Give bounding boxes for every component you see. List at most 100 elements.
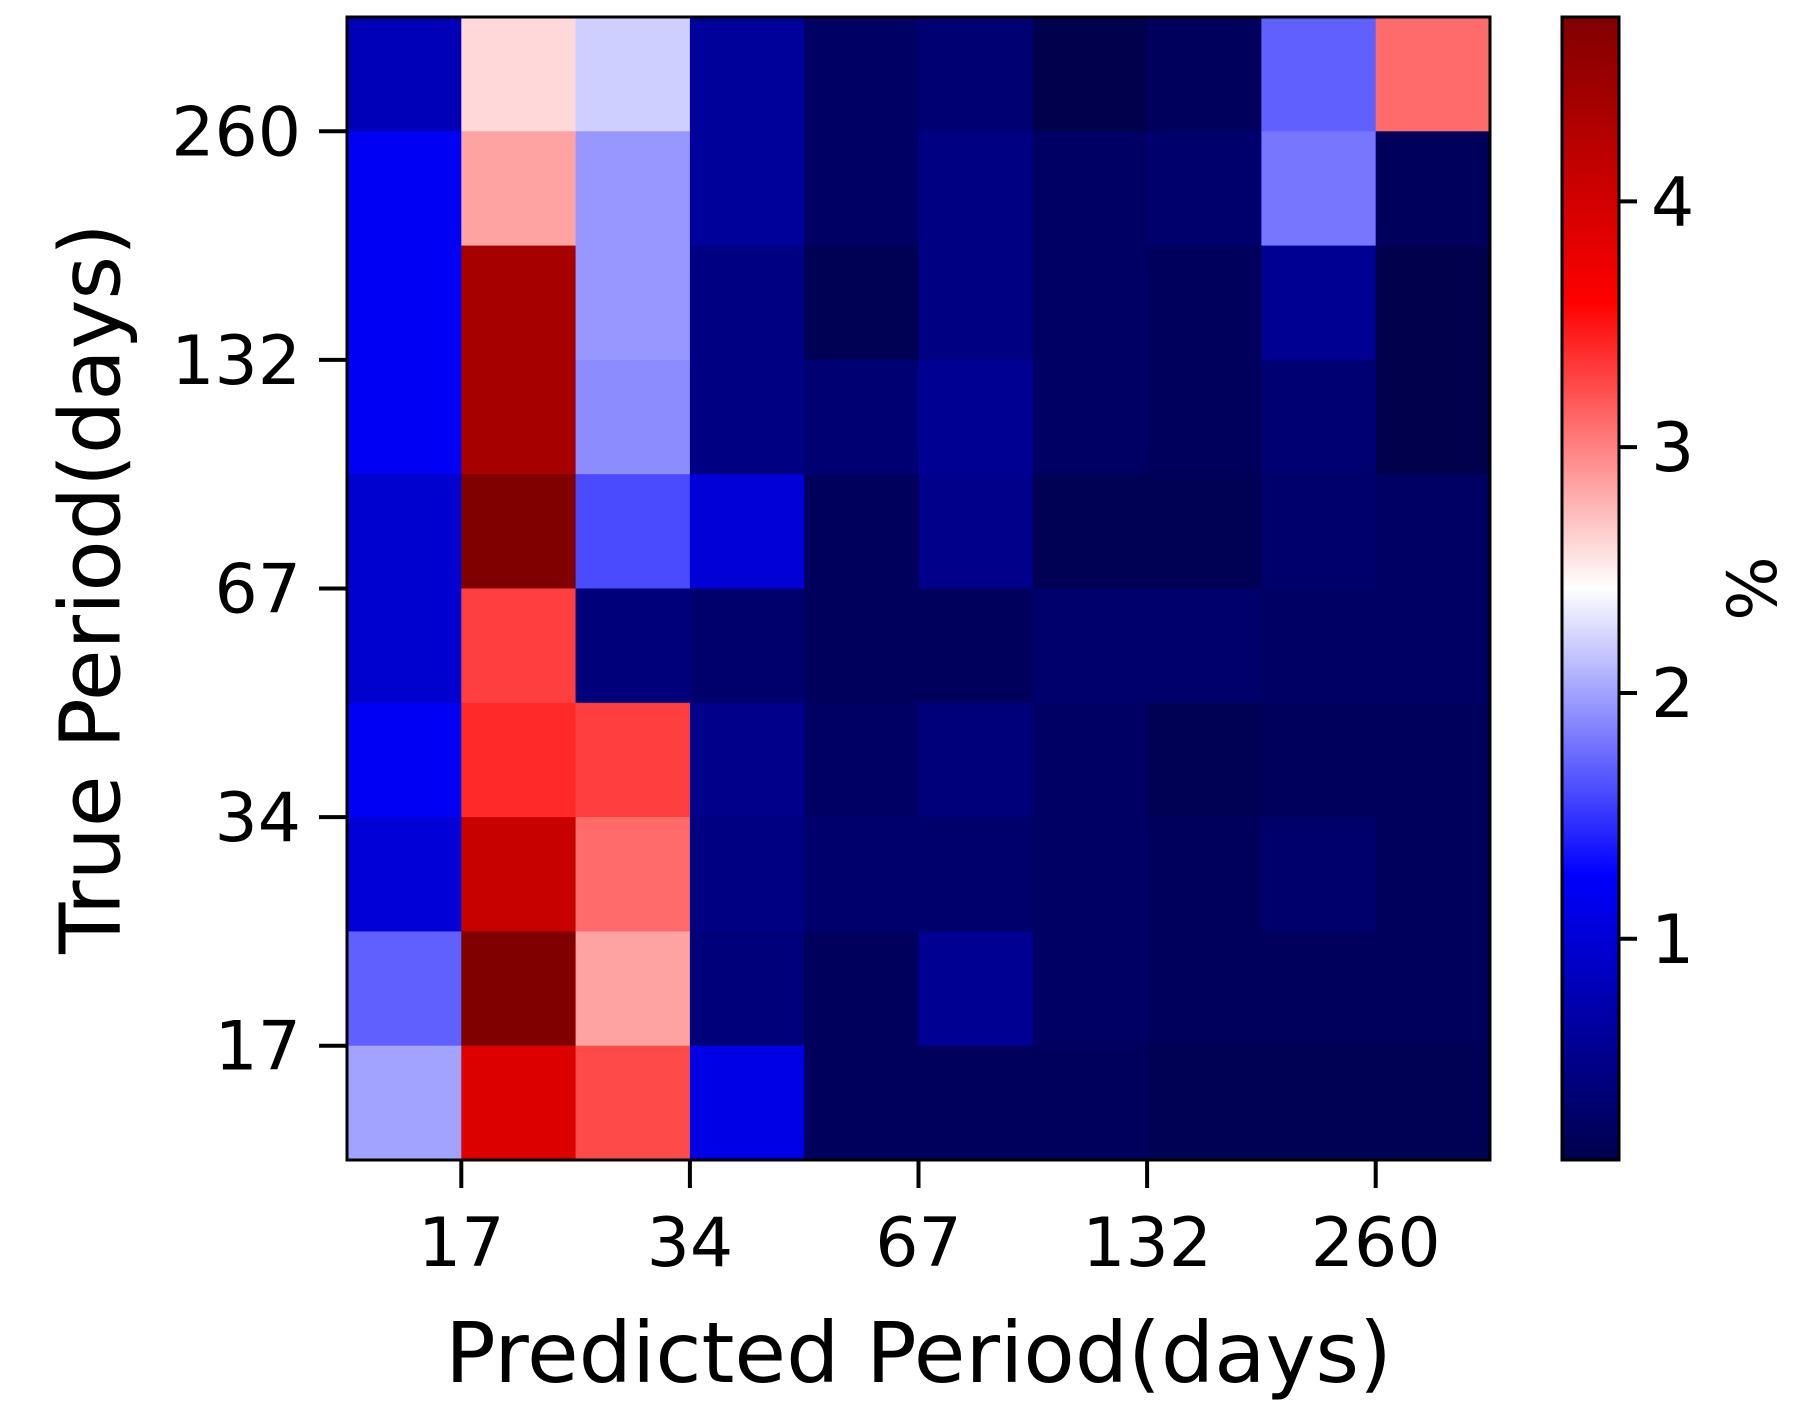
y-tick-label: 67 <box>214 551 301 630</box>
heatmap-cell <box>1147 817 1262 932</box>
x-tick-label: 67 <box>875 1204 962 1283</box>
heatmap-cell <box>1032 17 1148 132</box>
heatmap-cell <box>689 702 805 818</box>
heatmap-cell <box>347 931 462 1047</box>
heatmap-cell <box>1147 245 1262 361</box>
heatmap-cell <box>918 817 1034 932</box>
heatmap-cell <box>575 817 691 932</box>
heatmap-cell <box>804 359 920 475</box>
heatmap-cell <box>461 702 577 818</box>
heatmap-cell <box>1032 588 1148 704</box>
colorbar <box>1562 17 1619 1160</box>
heatmap-cell <box>1147 1045 1262 1161</box>
heatmap-cell <box>1032 245 1148 361</box>
heatmap-cell <box>575 131 691 247</box>
y-axis-ticks: 17 34 67 132 260 <box>171 93 347 1087</box>
heatmap-cell <box>1032 474 1148 590</box>
heatmap-cell <box>1375 588 1491 704</box>
heatmap-cell <box>689 245 805 361</box>
heatmap-cell <box>575 702 691 818</box>
y-tick-label: 17 <box>214 1008 301 1087</box>
heatmap-cell <box>689 1045 805 1161</box>
heatmap-cell <box>575 1045 691 1161</box>
heatmap-cell <box>575 588 691 704</box>
heatmap-cell <box>1261 17 1377 132</box>
heatmap-cell <box>347 359 462 475</box>
x-tick-label: 132 <box>1082 1204 1212 1283</box>
x-tick-label: 260 <box>1311 1204 1441 1283</box>
heatmap-cell <box>1032 702 1148 818</box>
heatmap-cell <box>689 17 805 132</box>
heatmap-cell <box>461 17 577 132</box>
colorbar-tick-label: 3 <box>1651 409 1694 488</box>
heatmap-cell <box>1261 245 1377 361</box>
heatmap-cell <box>1375 817 1491 932</box>
heatmap-cell <box>461 817 577 932</box>
colorbar-tick-label: 2 <box>1651 655 1694 734</box>
heatmap-cell <box>1261 817 1377 932</box>
y-tick-label: 34 <box>214 779 301 858</box>
heatmap-cell <box>918 474 1034 590</box>
heatmap-cell <box>1147 931 1262 1047</box>
heatmap-cell <box>1375 131 1491 247</box>
heatmap-cell <box>918 702 1034 818</box>
heatmap-cell <box>918 245 1034 361</box>
heatmap-cell <box>689 588 805 704</box>
heatmap-cell <box>804 817 920 932</box>
heatmap-cell <box>461 474 577 590</box>
heatmap-cell <box>1147 359 1262 475</box>
heatmap-cell <box>804 702 920 818</box>
y-axis-label: True Period(days) <box>41 223 139 955</box>
heatmap-cell <box>804 17 920 132</box>
heatmap-cell <box>1375 245 1491 361</box>
heatmap-cell <box>804 1045 920 1161</box>
heatmap-cell <box>1032 817 1148 932</box>
colorbar-frame <box>1560 15 1621 1162</box>
heatmap-cell <box>1147 131 1262 247</box>
heatmap-cell <box>918 17 1034 132</box>
heatmap-cell <box>461 588 577 704</box>
heatmap-cell <box>1261 1045 1377 1161</box>
heatmap-cell <box>804 474 920 590</box>
heatmap-cell <box>804 245 920 361</box>
x-axis-label: Predicted Period(days) <box>445 1304 1392 1402</box>
heatmap-cell <box>1261 588 1377 704</box>
heatmap-cell <box>1375 17 1491 132</box>
x-tick-label: 34 <box>647 1204 734 1283</box>
heatmap-cell <box>1261 931 1377 1047</box>
heatmap-cell <box>804 131 920 247</box>
heatmap-cell <box>689 931 805 1047</box>
heatmap-cell <box>804 588 920 704</box>
heatmap-cell <box>347 588 462 704</box>
heatmap-cell <box>575 17 691 132</box>
heatmap-cell <box>1147 474 1262 590</box>
heatmap-cell <box>575 474 691 590</box>
heatmap-cell <box>689 359 805 475</box>
heatmap-cell <box>689 131 805 247</box>
heatmap-cell <box>347 245 462 361</box>
heatmap-cell <box>575 931 691 1047</box>
heatmap-cell <box>461 359 577 475</box>
heatmap-cell <box>918 131 1034 247</box>
heatmap-cell <box>918 1045 1034 1161</box>
heatmap-cell <box>461 931 577 1047</box>
heatmap-cell <box>689 474 805 590</box>
heatmap-cell <box>347 817 462 932</box>
heatmap-cell <box>1261 131 1377 247</box>
heatmap-cell <box>918 588 1034 704</box>
heatmap-cell <box>347 1045 462 1161</box>
heatmap-cell <box>461 1045 577 1161</box>
heatmap-cell <box>918 931 1034 1047</box>
heatmap-cell <box>575 359 691 475</box>
colorbar-tick-label: 1 <box>1651 901 1694 980</box>
y-tick-label: 132 <box>171 322 301 401</box>
heatmap-cell <box>1032 1045 1148 1161</box>
heatmap-cell <box>1375 702 1491 818</box>
colorbar-tick-label: 4 <box>1651 163 1694 242</box>
heatmap-cell <box>1032 931 1148 1047</box>
heatmap-cell <box>1375 1045 1491 1161</box>
heatmap-cell <box>1375 359 1491 475</box>
heatmap-cell <box>347 131 462 247</box>
heatmap-cell <box>1147 17 1262 132</box>
